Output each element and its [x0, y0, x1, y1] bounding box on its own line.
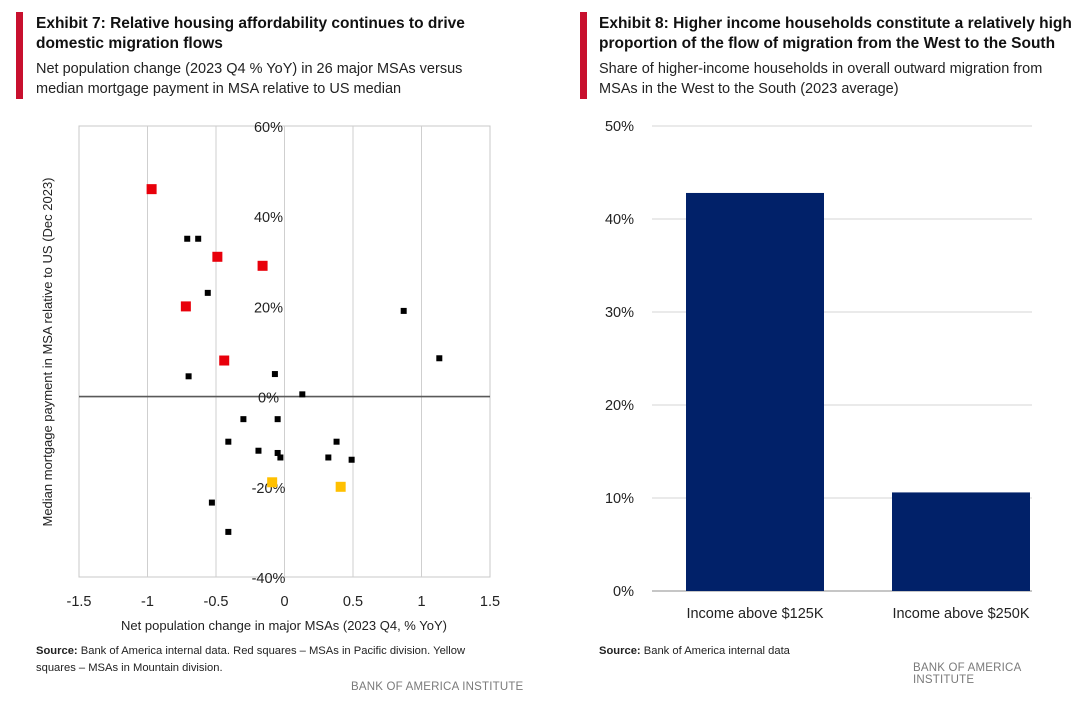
msa-point: [225, 528, 232, 535]
mountain-msa-point: [267, 477, 278, 488]
msa-point: [348, 456, 355, 463]
source-text: Bank of America internal data: [640, 645, 790, 657]
msa-point: [274, 449, 281, 456]
msa-point: [240, 416, 247, 423]
pacific-msa-point: [180, 301, 191, 312]
bar: [686, 192, 824, 591]
exhibit-7-subtitle: Net population change (2023 Q4 % YoY) in…: [36, 59, 462, 99]
pacific-msa-point: [212, 251, 223, 262]
exhibit-8-title: Exhibit 8: Higher income households cons…: [599, 14, 1072, 54]
exhibit-7-title: Exhibit 7: Relative housing affordabilit…: [36, 14, 465, 54]
exhibit-7-source: Source: Bank of America internal data. R…: [36, 643, 465, 677]
y-tick-label: 40%: [605, 212, 634, 228]
y-axis-label: Median mortgage payment in MSA relative …: [40, 177, 55, 526]
accent-bar: [580, 12, 587, 99]
exhibit-7-panel: Exhibit 7: Relative housing affordabilit…: [16, 12, 524, 693]
source-label: Source:: [36, 645, 78, 657]
pacific-msa-point: [146, 184, 157, 195]
x-tick-label: Income above $125K: [686, 606, 823, 622]
msa-point: [195, 235, 202, 242]
subtitle-line: MSAs in the West to the South (2023 aver…: [599, 81, 899, 97]
msa-point: [208, 499, 215, 506]
mountain-msa-point: [335, 481, 346, 492]
y-tick-label: 40%: [254, 210, 283, 226]
brand-footer: BANK OF AMERICA INSTITUTE: [913, 662, 1021, 686]
y-tick-label: -40%: [252, 571, 286, 587]
msa-point: [274, 416, 281, 423]
msa-point: [255, 447, 262, 454]
x-tick-label: Income above $250K: [892, 606, 1029, 622]
exhibit-8-source: Source: Bank of America internal data: [599, 643, 790, 660]
source-text: squares – MSAs in Mountain division.: [36, 662, 223, 674]
x-tick-label: 0.5: [343, 594, 363, 610]
x-tick-label: -1: [141, 594, 154, 610]
subtitle-line: Net population change (2023 Q4 % YoY) in…: [36, 61, 463, 77]
msa-point: [225, 438, 232, 445]
x-tick-label: -0.5: [204, 594, 229, 610]
title-line: Exhibit 7: Relative housing affordabilit…: [36, 15, 465, 32]
msa-point: [271, 371, 278, 378]
msa-point: [277, 454, 284, 461]
y-tick-label: 50%: [605, 119, 634, 135]
x-tick-labels: -1.5 -1 -0.5 0 0.5 1 1.5: [67, 594, 501, 610]
msa-point: [325, 454, 332, 461]
y-tick-labels: -40%-20%0%20%40%60%: [252, 120, 286, 587]
y-tick-label: 0%: [613, 584, 634, 600]
scatter-chart: -40%-20%0%20%40%60% -1.5 -1 -0.5 0 0.5 1 1.5 N…: [40, 120, 501, 633]
title-line: domestic migration flows: [36, 35, 223, 52]
y-tick-label: 30%: [605, 305, 634, 321]
bars: [686, 192, 1030, 591]
exhibit-8-subtitle: Share of higher-income households in ove…: [599, 59, 1042, 99]
y-tick-labels: 0% 10% 20% 30% 40% 50%: [605, 119, 634, 600]
y-tick-label: 0%: [258, 391, 279, 407]
x-tick-labels: Income above $125K Income above $250K: [686, 606, 1029, 622]
msa-point: [436, 355, 443, 362]
title-line: proportion of the flow of migration from…: [599, 35, 1056, 52]
exhibit-8-panel: Exhibit 8: Higher income households cons…: [560, 0, 1077, 701]
y-tick-label: 20%: [254, 300, 283, 316]
y-tick-label: 20%: [605, 398, 634, 414]
source-label: Source:: [599, 645, 641, 657]
x-tick-label: 1.5: [480, 594, 500, 610]
msa-point: [184, 235, 191, 242]
scatter-points: [146, 184, 443, 535]
x-tick-label: 0: [280, 594, 288, 610]
msa-point: [185, 373, 192, 380]
msa-point: [299, 391, 306, 398]
grid-lines: [147, 126, 422, 577]
y-tick-label: 10%: [605, 491, 634, 507]
accent-bar: [16, 12, 23, 99]
pacific-msa-point: [257, 260, 268, 271]
brand-footer: BANK OF AMERICA INSTITUTE: [351, 681, 524, 693]
x-tick-label: 1: [417, 594, 425, 610]
x-axis-label: Net population change in major MSAs (202…: [121, 618, 447, 633]
msa-point: [204, 289, 211, 296]
msa-point: [400, 307, 407, 314]
subtitle-line: Share of higher-income households in ove…: [599, 61, 1043, 77]
bar-chart: 0%10%20%30%40%50% Income above $125K Inco…: [605, 119, 1032, 622]
subtitle-line: median mortgage payment in MSA relative …: [36, 81, 402, 97]
y-tick-label: 60%: [254, 120, 283, 136]
x-tick-label: -1.5: [67, 594, 92, 610]
title-line: Exhibit 8: Higher income households cons…: [599, 15, 1072, 32]
source-text: Bank of America internal data. Red squar…: [77, 645, 466, 657]
msa-point: [333, 438, 340, 445]
pacific-msa-point: [219, 355, 230, 366]
bar: [892, 492, 1030, 591]
